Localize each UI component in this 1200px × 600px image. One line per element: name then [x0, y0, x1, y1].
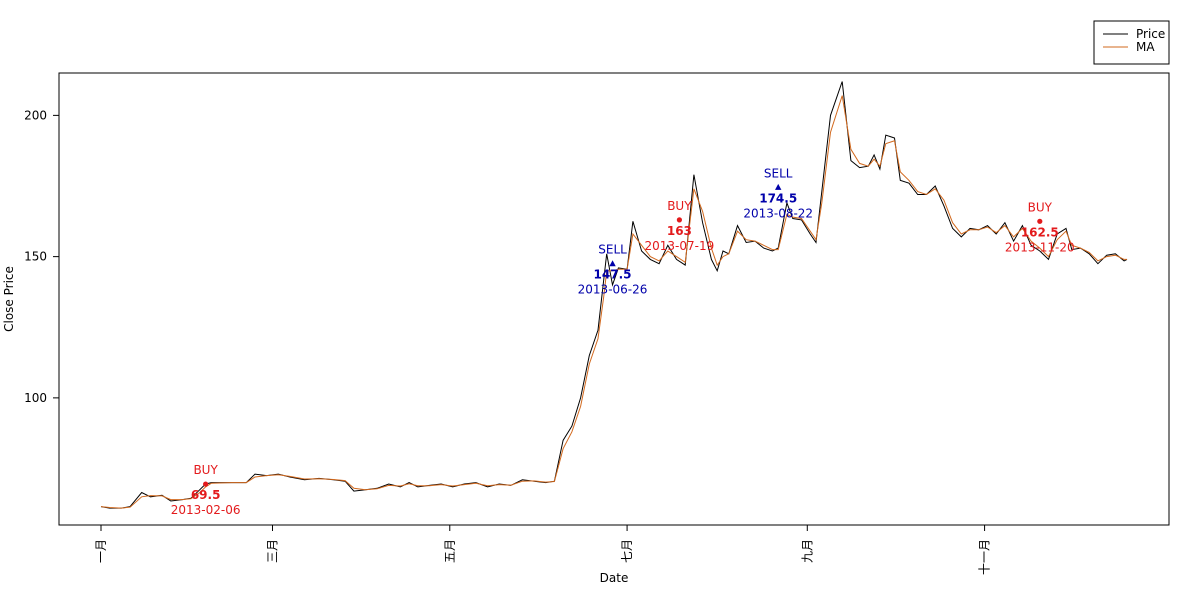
signal-buy-3-price: 163 [667, 224, 692, 238]
signal-buy-5-date: 2013-11-20 [1005, 240, 1075, 254]
signal-buy-1-marker [203, 481, 209, 487]
y-axis-title: Close Price [2, 266, 16, 332]
signal-sell-4-marker [775, 183, 782, 190]
signal-sell-2-marker [609, 260, 616, 267]
signal-buy-3-label: BUY [667, 199, 692, 213]
signal-buy-5-price: 162.5 [1021, 225, 1059, 239]
signal-buy-3-marker [676, 217, 682, 223]
signal-sell-4-date: 2013-08-22 [743, 206, 813, 220]
signal-buy-1-price: 69.5 [191, 488, 221, 502]
signal-sell-4-price: 174.5 [759, 191, 797, 205]
signal-sell-2-date: 2013-06-26 [578, 283, 648, 297]
signal-buy-1-label: BUY [193, 463, 218, 477]
x-tick-label: 十一月 [978, 539, 992, 575]
signal-sell-2-label: SELL [598, 243, 627, 257]
series-line-price [100, 81, 1128, 509]
signal-sell-4-label: SELL [764, 166, 793, 180]
legend-box [1093, 20, 1170, 65]
plot-frame [58, 72, 1170, 526]
x-tick-label: 七月 [620, 539, 634, 563]
x-tick-label: 五月 [443, 539, 457, 563]
legend-label-ma: MA [1136, 40, 1155, 54]
x-tick-label: 九月 [800, 539, 814, 563]
signal-buy-5-marker [1037, 218, 1043, 224]
x-tick-label: 三月 [265, 539, 279, 563]
x-tick-label: 一月 [94, 539, 108, 563]
signal-sell-2-price: 147.5 [594, 268, 632, 282]
series-line-ma [100, 95, 1127, 509]
legend-label-price: Price [1136, 27, 1165, 41]
plot-series-layer [100, 81, 1128, 509]
y-tick-label: 200 [24, 108, 47, 122]
y-tick-label: 150 [24, 250, 47, 264]
x-axis-title: Date [600, 571, 629, 585]
signal-buy-1-date: 2013-02-06 [171, 503, 241, 517]
axes-layer: 100 150 200 一月 三月 五月 七月 九月 十一月 [24, 108, 991, 575]
signal-buy-3-date: 2013-07-19 [645, 239, 715, 253]
signal-buy-5-label: BUY [1028, 200, 1053, 214]
y-tick-label: 100 [24, 391, 47, 405]
